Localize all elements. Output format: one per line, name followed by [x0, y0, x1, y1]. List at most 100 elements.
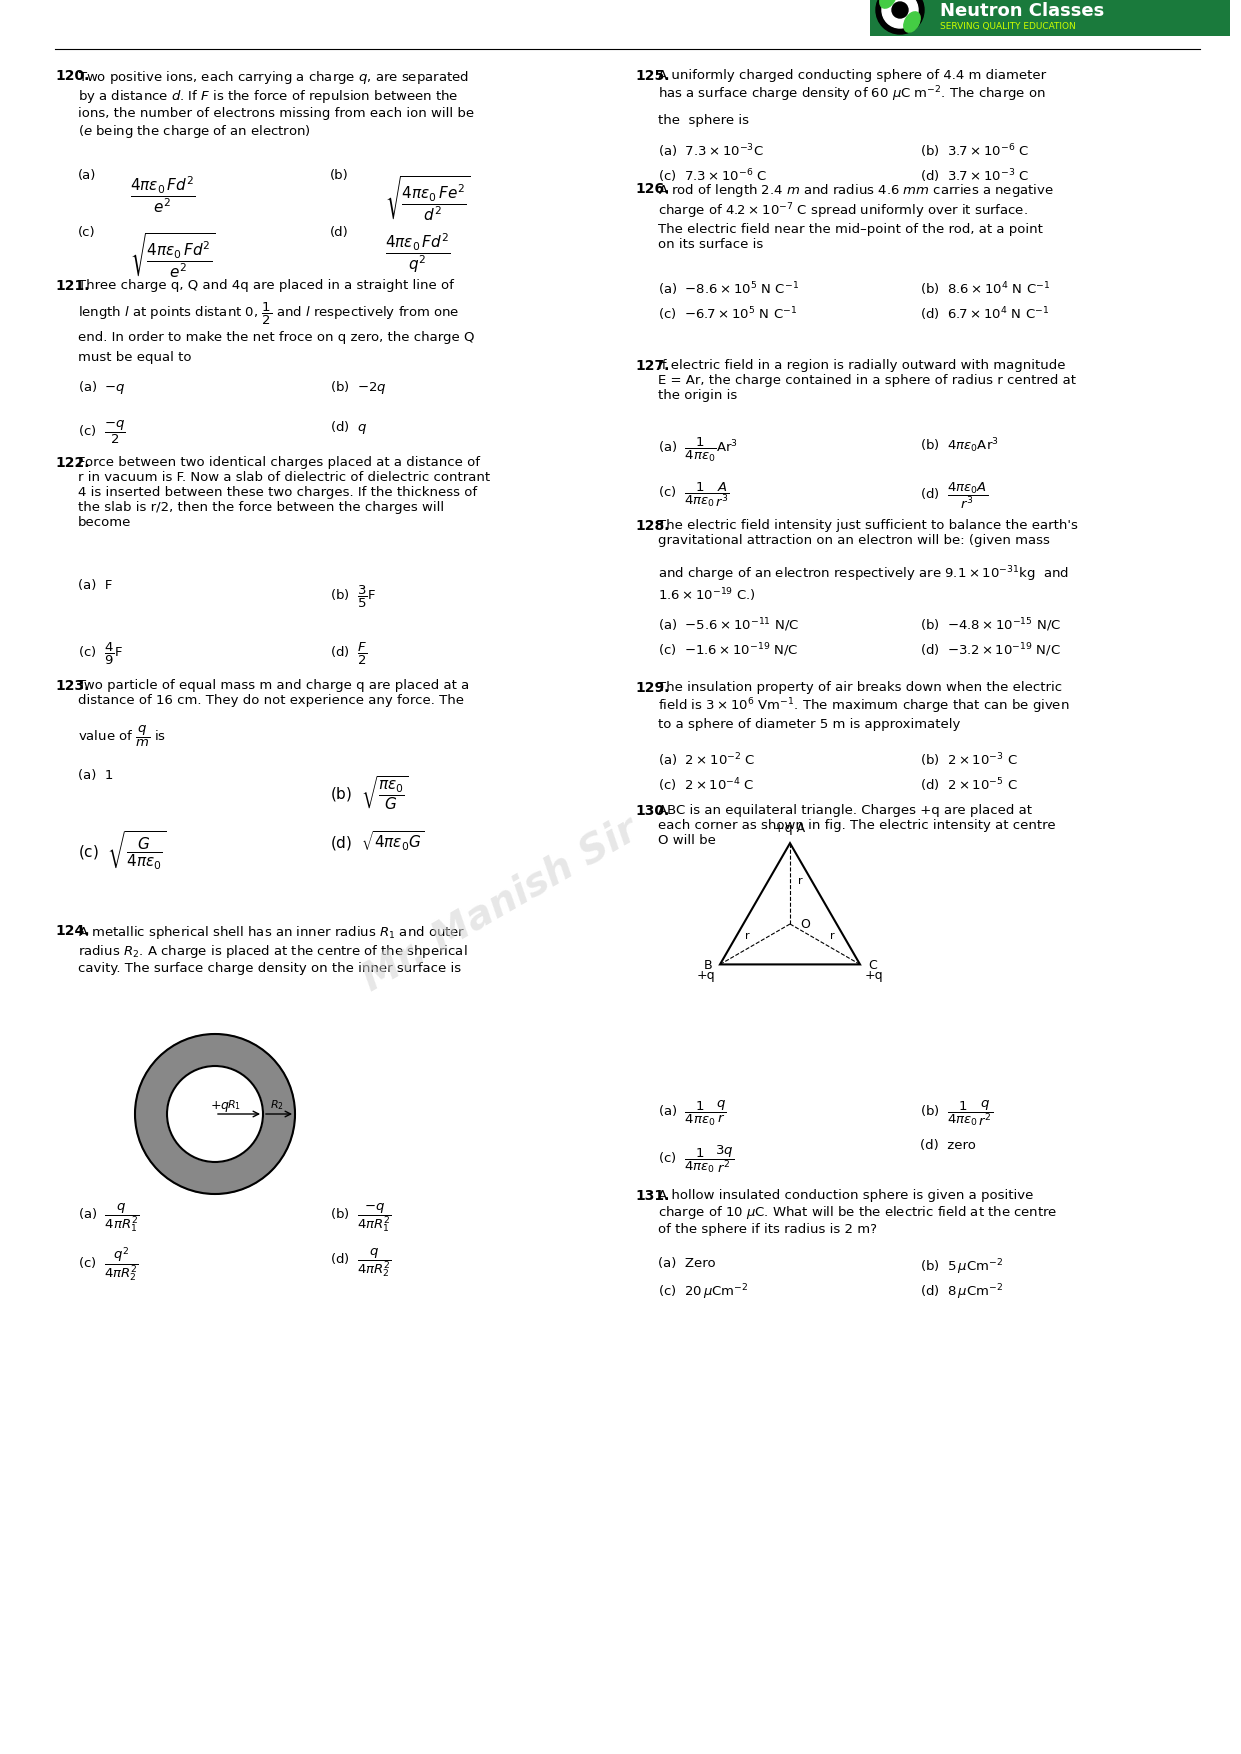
Text: $\sqrt{\dfrac{4\pi\varepsilon_0\, F e^2}{d^2}}$: $\sqrt{\dfrac{4\pi\varepsilon_0\, F e^2}… — [385, 174, 470, 223]
Text: and charge of an electron respectively are $9.1\times10^{-31}$kg  and: and charge of an electron respectively a… — [658, 565, 1069, 584]
Text: (c)  $2\times10^{-4}$ C: (c) $2\times10^{-4}$ C — [658, 775, 755, 793]
Text: (a)  $-8.6\times10^5$ N C$^{-1}$: (a) $-8.6\times10^5$ N C$^{-1}$ — [658, 281, 799, 298]
Text: (c)  $-6.7\times10^5$ N C$^{-1}$: (c) $-6.7\times10^5$ N C$^{-1}$ — [658, 305, 797, 323]
Text: 127.: 127. — [635, 360, 669, 374]
Text: (d)  $8\,\mu$Cm$^{-2}$: (d) $8\,\mu$Cm$^{-2}$ — [920, 1282, 1003, 1301]
Text: +q A: +q A — [774, 823, 805, 835]
Text: (a)  $7.3\times10^{-3}$C: (a) $7.3\times10^{-3}$C — [658, 142, 763, 160]
Text: 129.: 129. — [635, 681, 669, 695]
Text: (b)  $-4.8\times10^{-15}$ N/C: (b) $-4.8\times10^{-15}$ N/C — [920, 616, 1061, 633]
Text: Two particle of equal mass m and charge q are placed at a
distance of 16 cm. The: Two particle of equal mass m and charge … — [78, 679, 469, 707]
Text: 123.: 123. — [55, 679, 89, 693]
Text: +q: +q — [865, 970, 884, 982]
Text: value of $\dfrac{q}{m}$ is: value of $\dfrac{q}{m}$ is — [78, 724, 166, 749]
Text: $1.6\times10^{-19}$ C.): $1.6\times10^{-19}$ C.) — [658, 586, 756, 603]
Text: $R_2$: $R_2$ — [271, 1098, 284, 1112]
Text: A rod of length 2.4 $m$ and radius 4.6 $mm$ carries a negative
charge of $4.2\ti: A rod of length 2.4 $m$ and radius 4.6 $… — [658, 182, 1054, 251]
Text: (c): (c) — [78, 226, 96, 239]
Text: $\dfrac{4\pi\varepsilon_0\, F d^2}{q^2}$: $\dfrac{4\pi\varepsilon_0\, F d^2}{q^2}$ — [385, 232, 450, 275]
Text: (a): (a) — [78, 168, 97, 182]
Text: (d)  $\sqrt{4\pi\varepsilon_0 G}$: (d) $\sqrt{4\pi\varepsilon_0 G}$ — [330, 830, 424, 852]
Text: length $l$ at points distant 0, $\dfrac{1}{2}$ and $l$ respectively from one: length $l$ at points distant 0, $\dfrac{… — [78, 302, 459, 328]
Text: r: r — [798, 875, 803, 886]
Text: (c)  $\dfrac{4}{9}$F: (c) $\dfrac{4}{9}$F — [78, 640, 123, 667]
Text: 128.: 128. — [635, 519, 669, 533]
Text: Force between two identical charges placed at a distance of
r in vacuum is F. No: Force between two identical charges plac… — [78, 456, 490, 530]
Text: r: r — [746, 931, 750, 942]
Text: (a)  $-q$: (a) $-q$ — [78, 379, 125, 396]
Text: (b)  $-2q$: (b) $-2q$ — [330, 379, 387, 396]
Text: $R_1$: $R_1$ — [227, 1098, 241, 1112]
Text: (a)  $\dfrac{1}{4\pi\varepsilon_0}$Ar$^3$: (a) $\dfrac{1}{4\pi\varepsilon_0}$Ar$^3$ — [658, 437, 738, 465]
Text: (a)  $\dfrac{1}{4\pi\varepsilon_0}\dfrac{q}{r}$: (a) $\dfrac{1}{4\pi\varepsilon_0}\dfrac{… — [658, 1100, 727, 1128]
Text: (b)  $3.7\times10^{-6}$ C: (b) $3.7\times10^{-6}$ C — [920, 142, 1029, 160]
Text: (c)  $\sqrt{\dfrac{G}{4\pi\varepsilon_0}}$: (c) $\sqrt{\dfrac{G}{4\pi\varepsilon_0}}… — [78, 830, 166, 872]
Text: (d)  $\dfrac{F}{2}$: (d) $\dfrac{F}{2}$ — [330, 640, 367, 667]
Ellipse shape — [903, 12, 920, 32]
Text: C: C — [867, 959, 876, 972]
Text: (c)  $20\,\mu$Cm$^{-2}$: (c) $20\,\mu$Cm$^{-2}$ — [658, 1282, 748, 1301]
Text: (b)  $\dfrac{3}{5}$F: (b) $\dfrac{3}{5}$F — [330, 584, 376, 610]
Text: (b)  $5\,\mu$Cm$^{-2}$: (b) $5\,\mu$Cm$^{-2}$ — [920, 1258, 1003, 1277]
Text: Two positive ions, each carrying a charge $q$, are separated
by a distance $d$. : Two positive ions, each carrying a charg… — [78, 68, 474, 140]
Text: The insulation property of air breaks down when the electric
field is $3\times10: The insulation property of air breaks do… — [658, 681, 1070, 731]
Text: (a)  1: (a) 1 — [78, 768, 113, 782]
FancyBboxPatch shape — [870, 0, 1230, 37]
Text: Mr. Manish Sir: Mr. Manish Sir — [356, 810, 644, 998]
Text: The electric field intensity just sufficient to balance the earth's
gravitationa: The electric field intensity just suffic… — [658, 519, 1078, 547]
Text: (d)  $-3.2\times10^{-19}$ N/C: (d) $-3.2\times10^{-19}$ N/C — [920, 640, 1061, 658]
Text: (d): (d) — [330, 226, 349, 239]
Text: 121.: 121. — [55, 279, 89, 293]
Text: O: O — [800, 917, 810, 931]
Text: (d)  $\dfrac{q}{4\pi R_2^2}$: (d) $\dfrac{q}{4\pi R_2^2}$ — [330, 1245, 392, 1279]
Text: Neutron Classes: Neutron Classes — [939, 2, 1104, 19]
Text: 126.: 126. — [635, 182, 669, 196]
Text: SERVING QUALITY EDUCATION: SERVING QUALITY EDUCATION — [939, 23, 1076, 32]
Text: (c)  $\dfrac{q^2}{4\pi R_2^2}$: (c) $\dfrac{q^2}{4\pi R_2^2}$ — [78, 1245, 139, 1284]
Text: 122.: 122. — [55, 456, 89, 470]
Circle shape — [168, 1066, 263, 1161]
Text: (b)  $\sqrt{\dfrac{\pi\varepsilon_0}{G}}$: (b) $\sqrt{\dfrac{\pi\varepsilon_0}{G}}$ — [330, 774, 408, 810]
Text: $\sqrt{\dfrac{4\pi\varepsilon_0\, F d^2}{e^2}}$: $\sqrt{\dfrac{4\pi\varepsilon_0\, F d^2}… — [130, 232, 216, 279]
Text: 125.: 125. — [635, 68, 669, 82]
Text: (c)  $\dfrac{1}{4\pi\varepsilon_0}\dfrac{3q}{r^2}$: (c) $\dfrac{1}{4\pi\varepsilon_0}\dfrac{… — [658, 1144, 735, 1175]
Text: $+q$: $+q$ — [210, 1098, 230, 1114]
Text: the  sphere is: the sphere is — [658, 114, 750, 126]
Circle shape — [876, 0, 925, 33]
Text: $\dfrac{4\pi\varepsilon_0\, F d^2}{e^2}$: $\dfrac{4\pi\varepsilon_0\, F d^2}{e^2}$ — [130, 174, 196, 216]
Text: (d)  $2\times10^{-5}$ C: (d) $2\times10^{-5}$ C — [920, 775, 1018, 793]
Text: end. In order to make the net froce on q zero, the charge Q: end. In order to make the net froce on q… — [78, 332, 474, 344]
Circle shape — [135, 1035, 295, 1194]
Text: B: B — [704, 959, 712, 972]
Text: A metallic spherical shell has an inner radius $R_1$ and outer
radius $R_2$. A c: A metallic spherical shell has an inner … — [78, 924, 468, 975]
Text: 120.: 120. — [55, 68, 89, 82]
Text: (d)  zero: (d) zero — [920, 1138, 975, 1152]
Text: (a)  $\dfrac{q}{4\pi R_1^2}$: (a) $\dfrac{q}{4\pi R_1^2}$ — [78, 1201, 139, 1233]
Text: 124.: 124. — [55, 924, 89, 938]
Text: (b)  $\dfrac{-q}{4\pi R_1^2}$: (b) $\dfrac{-q}{4\pi R_1^2}$ — [330, 1201, 392, 1233]
Text: (c)  $\dfrac{1}{4\pi\varepsilon_0}\dfrac{A}{r^3}$: (c) $\dfrac{1}{4\pi\varepsilon_0}\dfrac{… — [658, 481, 730, 509]
Text: (d)  $\dfrac{4\pi\varepsilon_0 A}{r^3}$: (d) $\dfrac{4\pi\varepsilon_0 A}{r^3}$ — [920, 481, 988, 512]
Text: (a)  F: (a) F — [78, 579, 113, 593]
Ellipse shape — [880, 0, 896, 9]
Text: (a)  $-5.6\times10^{-11}$ N/C: (a) $-5.6\times10^{-11}$ N/C — [658, 616, 799, 633]
Text: (c)  $\dfrac{-q}{2}$: (c) $\dfrac{-q}{2}$ — [78, 419, 125, 446]
Text: A uniformly charged conducting sphere of 4.4 m diameter
has a surface charge den: A uniformly charged conducting sphere of… — [658, 68, 1046, 105]
Text: Three charge q, Q and 4q are placed in a straight line of: Three charge q, Q and 4q are placed in a… — [78, 279, 454, 291]
Text: A hollow insulated conduction sphere is given a positive
charge of 10 $\mu$C. Wh: A hollow insulated conduction sphere is … — [658, 1189, 1057, 1237]
Text: ABC is an equilateral triangle. Charges +q are placed at
each corner as shown in: ABC is an equilateral triangle. Charges … — [658, 803, 1056, 847]
Text: (a)  Zero: (a) Zero — [658, 1258, 716, 1270]
Text: (c)  $-1.6\times10^{-19}$ N/C: (c) $-1.6\times10^{-19}$ N/C — [658, 640, 798, 658]
Text: (b)  $8.6\times10^4$ N C$^{-1}$: (b) $8.6\times10^4$ N C$^{-1}$ — [920, 281, 1050, 298]
Circle shape — [892, 2, 908, 18]
Text: +q: +q — [696, 970, 715, 982]
Text: (d)  $6.7\times10^4$ N C$^{-1}$: (d) $6.7\times10^4$ N C$^{-1}$ — [920, 305, 1049, 323]
Text: r: r — [830, 931, 835, 942]
Text: 131.: 131. — [635, 1189, 669, 1203]
Text: (d)  $q$: (d) $q$ — [330, 419, 367, 437]
Text: (b)  $2\times10^{-3}$ C: (b) $2\times10^{-3}$ C — [920, 751, 1018, 768]
Text: must be equal to: must be equal to — [78, 351, 191, 365]
Circle shape — [882, 0, 918, 28]
Text: (b)  $4\pi\varepsilon_0$Ar$^3$: (b) $4\pi\varepsilon_0$Ar$^3$ — [920, 437, 999, 454]
Text: (b): (b) — [330, 168, 349, 182]
